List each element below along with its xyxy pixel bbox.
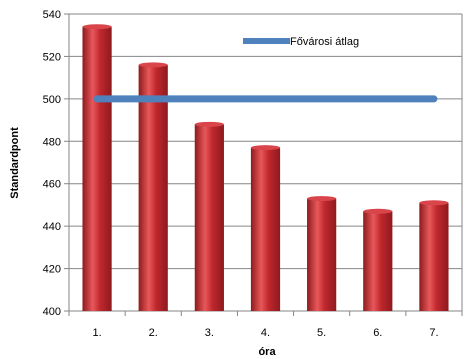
y-tick-labels: 400 420 440 460 480 500 520 540	[43, 9, 61, 318]
y-tick-label: 540	[43, 9, 61, 21]
bar	[138, 64, 168, 312]
x-tick-label: 4.	[261, 327, 270, 339]
bar-top	[138, 62, 168, 68]
bar	[250, 147, 281, 311]
legend: Fővárosi átlag	[243, 36, 359, 48]
bar	[82, 26, 112, 311]
y-tick-label: 420	[43, 264, 61, 276]
bar-top	[194, 121, 224, 127]
y-tick-label: 440	[43, 221, 61, 233]
y-tick-label: 460	[43, 179, 61, 191]
x-tick-label: 3.	[205, 327, 214, 339]
y-tick-label: 480	[43, 136, 61, 148]
bar-top	[82, 24, 112, 30]
y-tick-label: 520	[43, 51, 61, 63]
bar	[419, 202, 449, 311]
x-tick-label: 2.	[149, 327, 158, 339]
y-tick-label: 500	[43, 94, 61, 106]
legend-label: Fővárosi átlag	[290, 36, 359, 48]
x-axis-title: óra	[258, 346, 276, 358]
x-tick-labels: 1. 2. 3. 4. 5. 6. 7.	[92, 327, 438, 339]
x-tick-label: 5.	[317, 327, 326, 339]
bar-top	[250, 145, 281, 151]
x-tick-label: 1.	[92, 327, 101, 339]
y-tick-label: 400	[43, 306, 61, 318]
y-axis-title: Standardpont	[9, 127, 21, 199]
bar-top	[307, 196, 337, 202]
bar	[363, 211, 393, 311]
bars	[82, 24, 449, 312]
x-tick-label: 6.	[373, 327, 382, 339]
bar-top	[419, 200, 449, 206]
bar	[307, 198, 337, 311]
x-tick-label: 7.	[429, 327, 438, 339]
bar	[194, 124, 224, 311]
bar-top	[363, 208, 393, 214]
